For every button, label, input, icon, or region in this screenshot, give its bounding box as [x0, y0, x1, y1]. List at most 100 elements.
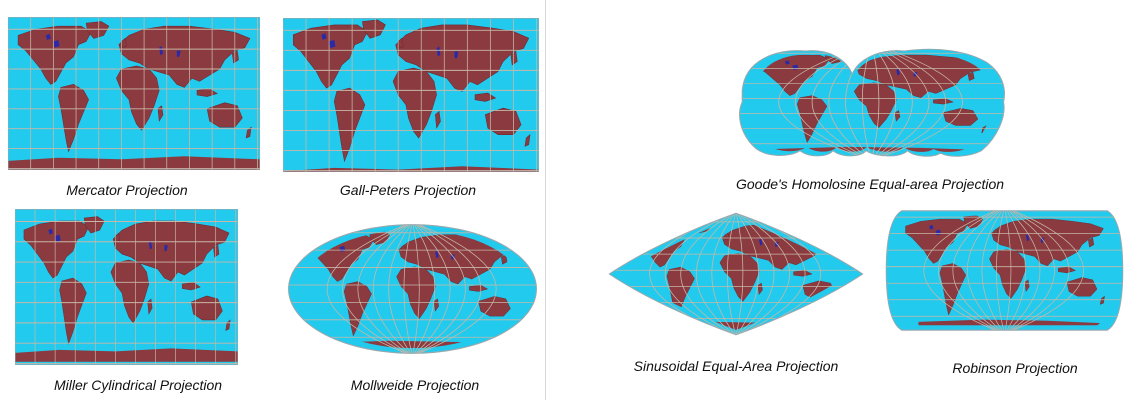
landmass-madagascar	[157, 105, 164, 122]
gall-peters-map	[283, 18, 539, 172]
map-border	[608, 212, 864, 336]
lake	[655, 229, 660, 235]
landmass-australia	[190, 295, 223, 321]
landmass-northAmerica	[17, 25, 92, 85]
graticule	[739, 49, 1005, 157]
mollweide-map-graphic	[288, 224, 537, 354]
robinson-map	[885, 207, 1124, 334]
landmass-greenland	[85, 21, 110, 39]
landmass-japan	[232, 50, 239, 64]
landmass-japan	[1088, 237, 1095, 248]
goode-caption: Goode's Homolosine Equal-area Projection	[735, 176, 1005, 192]
landmass-newZealand	[1099, 295, 1105, 305]
lake	[1026, 234, 1030, 242]
lake	[329, 39, 336, 49]
landmass-southAmerica	[343, 281, 372, 337]
lake	[929, 224, 934, 230]
landmass-japan	[510, 51, 518, 66]
mollweide-map	[286, 222, 539, 356]
landmass-uk	[397, 37, 404, 49]
mollweide-caption: Mollweide Projection	[350, 377, 480, 393]
landmass-uk	[121, 37, 127, 48]
mercator-caption: Mercator Projection	[66, 182, 188, 198]
graticule	[8, 17, 260, 170]
landmass-greenland	[83, 216, 105, 234]
landmass-australia	[478, 296, 511, 317]
landmass-madagascar	[1024, 279, 1030, 293]
lake	[53, 39, 60, 48]
landmass-africa	[719, 253, 760, 302]
landmass-antarctica	[918, 319, 1102, 326]
left-panel: Mercator Projection Gall-Peters Projecti…	[0, 0, 546, 400]
gall-peters-map-graphic	[283, 18, 539, 172]
landmass-japan	[825, 241, 832, 252]
landmass-indonesia	[469, 285, 489, 292]
landmass-europeAsia	[991, 218, 1104, 267]
landmass-northAmerica	[905, 218, 969, 264]
landmass-europeAsia	[856, 54, 986, 98]
miller-map-graphic	[15, 209, 238, 365]
lake	[759, 238, 763, 246]
lake	[176, 50, 181, 57]
landmass-europeAsia	[118, 25, 251, 88]
right-panel: Goode's Homolosine Equal-area Projection…	[548, 0, 1136, 400]
landmass-africa	[110, 259, 150, 324]
mercator-map-graphic	[8, 17, 260, 170]
goode-map	[734, 44, 1009, 160]
lake	[435, 250, 439, 259]
landmass-southAmerica	[333, 87, 366, 163]
landmass-australia	[484, 107, 522, 136]
landmass-africa	[853, 82, 897, 128]
landmass-madagascar	[433, 298, 439, 312]
miller-map	[15, 209, 238, 365]
gall-peters-caption: Gall-Peters Projection	[339, 182, 477, 198]
lake	[48, 228, 53, 235]
landmass-madagascar	[757, 282, 763, 296]
landmass-africa	[989, 249, 1027, 299]
landmass-southAmerica	[796, 95, 828, 144]
robinson-caption: Robinson Projection	[952, 360, 1078, 376]
lake	[148, 240, 153, 250]
sinusoidal-map	[608, 212, 864, 336]
robinson-map-graphic	[885, 210, 1124, 331]
landmass-indonesia	[1058, 266, 1077, 274]
landmass-indonesia	[793, 270, 813, 277]
landmass-madagascar	[894, 110, 901, 122]
landmass-africa	[396, 266, 436, 319]
mercator-map	[8, 17, 260, 170]
sinusoidal-map-graphic	[608, 212, 864, 336]
lake	[45, 33, 51, 40]
lake	[454, 51, 459, 59]
graticule	[886, 210, 1123, 331]
landmass-northAmerica	[757, 54, 830, 96]
landmass-newZealand	[838, 298, 844, 308]
goode-map-graphic	[739, 48, 1005, 157]
landmass-australia	[1066, 277, 1098, 297]
map-border	[739, 48, 1005, 157]
landmass-africa	[116, 65, 160, 131]
lake	[784, 60, 790, 65]
landmass-southAmerica	[939, 263, 967, 316]
landmass-africa	[392, 67, 437, 139]
landmass-uk	[115, 232, 121, 243]
map-border	[288, 224, 537, 354]
lake	[896, 68, 900, 76]
lake	[662, 234, 669, 240]
landmass-australia	[942, 108, 979, 126]
landmass-northAmerica	[292, 24, 368, 89]
landmass-newZealand	[524, 133, 531, 147]
landmass-japan	[967, 71, 975, 81]
lake	[436, 46, 441, 57]
graticule	[283, 18, 539, 172]
landmass-newZealand	[245, 126, 252, 139]
miller-caption: Miller Cylindrical Projection	[53, 377, 223, 393]
map-border	[885, 210, 1124, 331]
landmass-antarctica	[15, 348, 238, 362]
landmass-southAmerica	[59, 277, 87, 345]
lake	[321, 33, 327, 40]
landmass-indonesia	[933, 98, 954, 105]
sinusoidal-caption: Sinusoidal Equal-Area Projection	[633, 358, 839, 374]
lake	[159, 46, 163, 56]
landmass-madagascar	[435, 110, 441, 129]
lake	[55, 234, 61, 243]
